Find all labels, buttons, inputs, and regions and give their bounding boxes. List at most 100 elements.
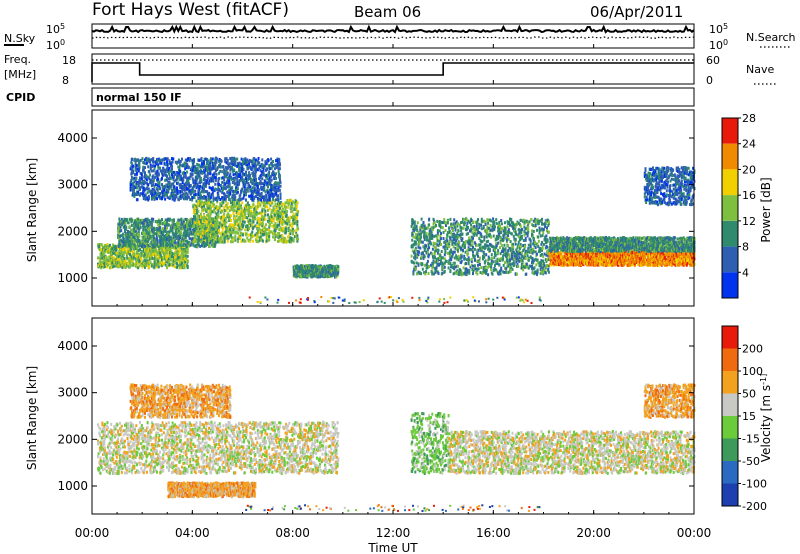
heatmap-cell bbox=[159, 159, 162, 163]
heatmap-cell bbox=[192, 232, 195, 236]
heatmap-cell bbox=[125, 218, 128, 221]
heatmap-cell bbox=[206, 168, 209, 172]
heatmap-cell bbox=[281, 238, 284, 242]
heatmap-cell bbox=[268, 224, 271, 227]
heatmap-cell bbox=[97, 262, 99, 266]
heatmap-cell bbox=[252, 164, 255, 168]
heatmap-cell bbox=[254, 162, 257, 166]
heatmap-cell bbox=[147, 183, 150, 187]
heatmap-cell bbox=[166, 163, 169, 167]
heatmap-cell bbox=[136, 167, 139, 171]
heatmap-cell bbox=[241, 212, 244, 216]
heatmap-cell bbox=[201, 220, 204, 224]
heatmap-cell bbox=[204, 157, 207, 161]
heatmap-cell bbox=[299, 274, 302, 278]
heatmap-cell bbox=[191, 228, 194, 232]
heatmap-cell bbox=[274, 222, 277, 225]
heatmap-cell bbox=[213, 197, 216, 201]
heatmap-cell bbox=[171, 243, 174, 247]
heatmap-cell bbox=[144, 193, 147, 197]
heatmap-cell bbox=[182, 178, 185, 182]
heatmap-cell bbox=[205, 242, 208, 246]
heatmap-cell bbox=[233, 230, 236, 234]
heatmap-cell bbox=[152, 191, 155, 195]
heatmap-cell bbox=[279, 215, 282, 218]
heatmap-cell bbox=[206, 232, 209, 236]
heatmap-cell bbox=[151, 249, 154, 253]
heatmap-cell bbox=[194, 232, 197, 236]
heatmap-cell bbox=[256, 187, 259, 191]
heatmap-cell bbox=[245, 227, 247, 231]
heatmap-cell bbox=[192, 243, 195, 247]
heatmap-cell bbox=[251, 223, 254, 227]
beam-label: Beam 06 bbox=[354, 3, 421, 21]
heatmap-cell bbox=[293, 217, 296, 221]
heatmap-cell bbox=[292, 232, 294, 236]
heatmap-cell bbox=[251, 190, 254, 194]
heatmap-cell bbox=[261, 222, 264, 226]
heatmap-cell bbox=[178, 177, 181, 181]
heatmap-cell bbox=[264, 162, 267, 166]
heatmap-cell bbox=[135, 183, 138, 187]
heatmap-cell bbox=[149, 167, 152, 171]
heatmap-cell bbox=[245, 178, 248, 182]
heatmap-cell bbox=[132, 169, 135, 173]
heatmap-cell bbox=[177, 218, 180, 222]
heatmap-cell bbox=[224, 199, 227, 203]
heatmap-cell bbox=[186, 230, 189, 234]
heatmap-cell bbox=[153, 185, 156, 188]
heatmap-cell bbox=[256, 206, 259, 210]
heatmap-cell bbox=[158, 194, 161, 198]
heatmap-cell bbox=[195, 186, 198, 190]
heatmap-cell bbox=[184, 239, 187, 243]
heatmap-cell bbox=[167, 230, 170, 234]
heatmap-cell bbox=[133, 232, 136, 236]
heatmap-cell bbox=[206, 224, 209, 228]
heatmap-cell bbox=[140, 218, 143, 222]
heatmap-cell bbox=[241, 220, 244, 223]
heatmap-cell bbox=[154, 160, 157, 164]
heatmap-cell bbox=[258, 164, 261, 168]
heatmap-cell bbox=[230, 177, 233, 181]
heatmap-cell bbox=[129, 188, 132, 192]
heatmap-cell bbox=[257, 231, 260, 235]
heatmap-cell bbox=[141, 180, 144, 183]
heatmap-cell bbox=[138, 234, 141, 238]
heatmap-cell bbox=[125, 240, 128, 244]
heatmap-cell bbox=[172, 177, 175, 181]
noise-sky-trace bbox=[91, 24, 695, 34]
heatmap-cell bbox=[226, 159, 229, 162]
heatmap-cell bbox=[265, 181, 268, 185]
heatmap-cell bbox=[147, 262, 150, 266]
heatmap-cell bbox=[172, 259, 175, 263]
heatmap-cell bbox=[211, 201, 214, 205]
heatmap-cell bbox=[273, 199, 276, 203]
heatmap-cell bbox=[270, 215, 273, 219]
heatmap-cell bbox=[193, 196, 196, 199]
heatmap-cell bbox=[216, 224, 219, 228]
heatmap-cell bbox=[334, 275, 337, 279]
heatmap-cell bbox=[146, 255, 149, 259]
heatmap-cell bbox=[188, 232, 191, 236]
heatmap-cell bbox=[264, 160, 267, 164]
heatmap-cell bbox=[150, 256, 153, 260]
heatmap-cell bbox=[208, 232, 211, 236]
heatmap-cell bbox=[145, 259, 148, 263]
heatmap-cell bbox=[139, 223, 141, 227]
heatmap-cell bbox=[176, 265, 178, 269]
heatmap-cell bbox=[272, 160, 274, 163]
heatmap-cell bbox=[177, 222, 180, 225]
heatmap-cell bbox=[102, 245, 104, 249]
heatmap-cell bbox=[186, 223, 189, 227]
heatmap-cell bbox=[251, 205, 254, 209]
heatmap-cell bbox=[176, 171, 178, 175]
heatmap-cell bbox=[173, 224, 176, 228]
heatmap-cell bbox=[118, 264, 121, 268]
heatmap-cell bbox=[246, 178, 249, 182]
heatmap-cell bbox=[135, 177, 138, 181]
freq-tick-bottom: 8 bbox=[62, 74, 69, 87]
heatmap-cell bbox=[148, 228, 151, 232]
heatmap-cell bbox=[156, 251, 159, 255]
heatmap-cell bbox=[159, 226, 162, 230]
heatmap-cell bbox=[140, 181, 143, 185]
